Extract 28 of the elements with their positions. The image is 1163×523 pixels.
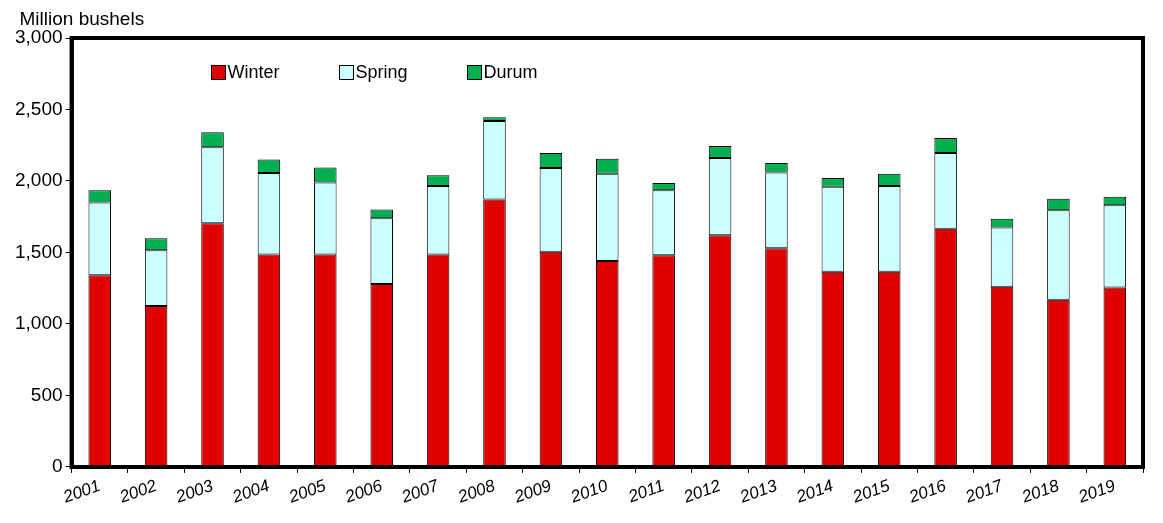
x-tick-label: 2007 (398, 475, 442, 507)
y-tick-label: 1,000 (15, 312, 63, 334)
x-tick-label: 2015 (849, 475, 893, 507)
x-tick-label: 2019 (1074, 475, 1119, 507)
x-tick-label: 2002 (116, 475, 160, 507)
y-tick-label: 2,000 (15, 169, 63, 191)
y-tick-label: 0 (51, 455, 63, 477)
x-tick-label: 2014 (792, 475, 836, 507)
x-tick-label: 2012 (680, 475, 724, 507)
x-tick-label: 2003 (172, 475, 217, 507)
x-tick-label: 2013 (736, 475, 780, 507)
x-tick-label: 2006 (341, 475, 386, 507)
x-tick-label: 2005 (285, 475, 329, 507)
y-tick-label: 1,500 (15, 240, 63, 262)
x-tick-label: 2011 (624, 475, 667, 507)
x-tick-label: 2010 (567, 475, 611, 507)
x-tick-label: 2016 (905, 475, 950, 507)
x-tick-label: 2009 (510, 475, 555, 507)
x-tick-label: 2017 (962, 475, 1006, 507)
x-tick-label: 2004 (228, 475, 272, 507)
legend-label: Durum (483, 62, 538, 83)
x-tick-label: 2018 (1018, 475, 1062, 507)
y-tick-label: 500 (30, 383, 63, 405)
legend-label: Winter (227, 62, 280, 83)
y-tick-label: 2,500 (15, 97, 63, 119)
legend-label: Spring (355, 62, 408, 83)
x-tick-label: 2001 (59, 475, 103, 507)
x-tick-label: 2008 (454, 475, 498, 507)
